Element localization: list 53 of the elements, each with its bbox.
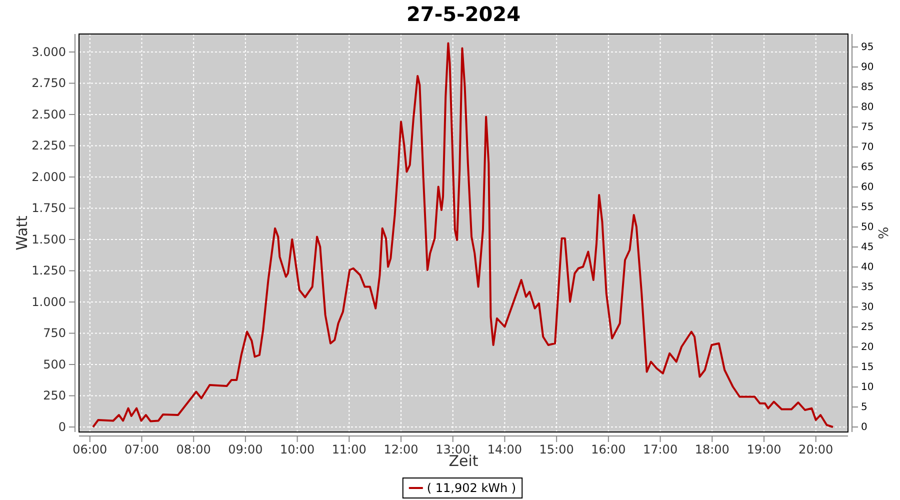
x-tick-label: 17:00 (642, 442, 678, 457)
y-tick-label: 2.750 (32, 76, 66, 90)
y-tick-label: 3.000 (32, 44, 66, 59)
y2-tick-label: 90 (861, 62, 874, 74)
x-tick-label: 20:00 (798, 442, 834, 457)
y2-tick-label: 85 (861, 82, 874, 94)
y-tick-label: 2.000 (32, 170, 66, 184)
y2-tick-label: 5 (861, 402, 868, 414)
x-tick-label: 12:00 (384, 442, 418, 457)
y2-tick-label: 75 (861, 122, 874, 134)
y2-tick-label: 55 (861, 202, 874, 214)
y2-tick-label: 50 (861, 222, 874, 234)
y2-tick-label: 25 (861, 322, 874, 334)
y-tick-label: 250 (43, 388, 66, 403)
y2-tick-label: 70 (861, 142, 874, 154)
y-tick-label: 1.500 (32, 232, 66, 246)
x-tick-label: 15:00 (539, 442, 574, 457)
line-series (92, 42, 834, 428)
x-tick-label: 11:00 (332, 442, 366, 457)
x-tick-label: 18:00 (694, 442, 730, 457)
y2-tick-label: 45 (861, 242, 874, 254)
x-tick-label: 16:00 (591, 442, 626, 457)
y2-tick-label: 65 (861, 162, 874, 174)
y-tick-label: 500 (43, 357, 66, 372)
x-axis-title: Zeit (448, 452, 478, 470)
y-tick-label: 2.250 (32, 138, 66, 153)
legend-label: ( 11,902 kWh ) (426, 481, 516, 495)
y2-tick-label: 95 (861, 42, 874, 54)
y-tick-label: 1.750 (32, 201, 66, 216)
x-tick-label: 07:00 (124, 442, 160, 457)
y2-tick-label: 30 (861, 302, 874, 314)
y2-tick-label: 10 (861, 382, 874, 394)
y2-tick-label: 35 (861, 282, 874, 294)
y-axis-title: Watt (13, 215, 31, 250)
x-tick-label: 06:00 (72, 442, 108, 457)
y-tick-label: 750 (43, 326, 66, 340)
x-tick-label: 14:00 (487, 442, 522, 457)
y2-tick-label: 15 (861, 362, 874, 374)
x-tick-label: 09:00 (228, 442, 263, 457)
y2-tick-label: 80 (861, 102, 874, 114)
y2-axis-title: % (877, 226, 892, 240)
y2-tick-label: 60 (861, 182, 874, 194)
x-tick-label: 19:00 (746, 442, 782, 457)
chart-title: 27-5-2024 (406, 2, 521, 26)
y2-tick-label: 20 (861, 342, 874, 354)
x-tick-label: 08:00 (176, 442, 211, 457)
x-tick-label: 10:00 (280, 442, 315, 457)
y-tick-label: 1.250 (32, 264, 66, 278)
y2-tick-label: 0 (861, 422, 868, 434)
y-tick-label: 2.500 (32, 107, 66, 122)
y-tick-label: 1.000 (32, 294, 66, 309)
y2-tick-label: 40 (861, 262, 874, 274)
y-tick-label: 0 (58, 420, 66, 434)
